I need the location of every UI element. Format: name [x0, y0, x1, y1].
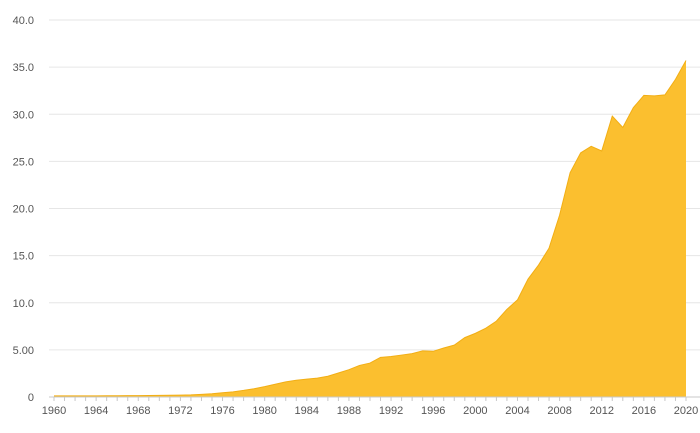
y-tick-label: 10.0 — [13, 298, 34, 310]
x-tick-label: 1972 — [168, 405, 192, 417]
y-tick-label: 15.0 — [13, 251, 34, 263]
grid-lines — [49, 19, 700, 351]
y-tick-label: 5.00 — [13, 345, 34, 357]
x-axis: 1960 1964 1968 1972 1976 1980 1984 1988 1992 1996… — [42, 396, 700, 417]
x-tick-label: 2004 — [505, 405, 529, 417]
series-area-fill — [54, 60, 686, 397]
x-tick-label: 2000 — [463, 405, 487, 417]
x-tick-label: 2008 — [547, 405, 571, 417]
x-tick-label: 2012 — [589, 405, 613, 417]
y-tick-label: 30.0 — [13, 109, 34, 121]
x-tick-label: 1968 — [126, 405, 150, 417]
x-tick-label: 1964 — [84, 405, 108, 417]
x-tick-label: 1960 — [42, 405, 66, 417]
y-tick-label: 35.0 — [13, 62, 34, 74]
x-tick-label: 1988 — [337, 405, 361, 417]
x-tick-label: 1996 — [421, 405, 445, 417]
x-tick-label: 1980 — [252, 405, 276, 417]
x-tick-label: 1984 — [295, 405, 319, 417]
x-tick-label: 2020 — [674, 405, 698, 417]
y-axis: 0 5.00 10.0 15.0 20.0 25.0 30.0 35.0 40.0 — [13, 15, 34, 404]
series-area — [54, 60, 687, 397]
x-tick-label: 1992 — [379, 405, 403, 417]
series-line — [54, 60, 687, 397]
x-tick-label: 2016 — [632, 405, 656, 417]
y-tick-label: 40.0 — [13, 15, 34, 27]
x-tick-label: 1976 — [210, 405, 234, 417]
y-tick-label: 25.0 — [13, 156, 34, 168]
y-tick-label: 20.0 — [13, 204, 34, 216]
y-tick-label: 0 — [28, 392, 34, 404]
